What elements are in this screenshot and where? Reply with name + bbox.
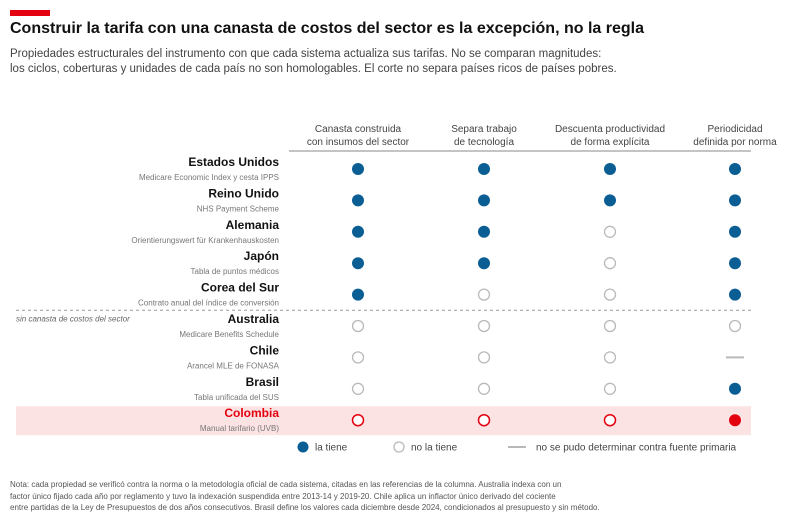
cell-colombia-col-4-filled-dot [729,414,741,427]
cell-colombia-col-1-empty-dot [351,413,365,427]
instrument-label-estados-unidos: Medicare Economic Index y cesta IPPS [139,173,279,182]
chart-subtitle: Propiedades estructurales del instrument… [10,47,617,77]
cell-japón-col-4-filled-dot [729,257,741,270]
country-label-estados-unidos: Estados Unidos [188,155,279,169]
accent-bar [10,10,50,16]
cell-alemania-col-3-empty-dot [603,225,617,238]
cell-brasil-col-1-empty-dot [351,382,365,395]
cell-reino-unido-col-2-filled-dot [478,194,490,207]
legend-label-no-la-tiene: no la tiene [411,443,458,454]
instrument-label-brasil: Tabla unificada del SUS [194,393,279,402]
cell-corea-del-sur-col-3-empty-dot [603,288,617,301]
footnote-line-2: factor único fijado cada año por reglame… [10,491,556,501]
highlight-band-colombia [16,406,751,436]
cell-alemania-col-4-filled-dot [729,225,741,238]
country-label-japón: Japón [244,249,279,263]
cell-corea-del-sur-col-2-empty-dot [477,288,491,301]
cell-chile-col-2-empty-dot [477,351,491,364]
column-header-4-line-2: definida por norma [693,137,777,148]
country-label-alemania: Alemania [226,218,280,232]
cell-alemania-col-2-filled-dot [478,225,490,238]
cell-corea-del-sur-col-4-filled-dot [729,288,741,301]
legend-label-no-determinado: no se pudo determinar contra fuente prim… [536,443,737,454]
cell-australia-col-2-empty-dot [477,319,491,333]
instrument-label-corea-del-sur: Contrato anual del índice de conversión [138,299,279,308]
cell-brasil-col-3-empty-dot [603,382,617,395]
footnote: Nota: cada propiedad se verificó contra … [10,479,750,514]
cell-corea-del-sur-col-1-filled-dot [352,288,364,301]
cell-estados-unidos-col-2-filled-dot [478,163,490,175]
subtitle-line-2: los ciclos, coberturas y unidades de cad… [10,63,617,75]
cell-australia-col-3-empty-dot [603,319,617,333]
cell-brasil-col-4-filled-dot [729,382,741,395]
instrument-label-australia: Medicare Benefits Schedule [179,330,279,339]
cell-australia-col-4-empty-dot [728,319,742,333]
separator-label: sin canasta de costos del sector [16,314,130,323]
country-label-brasil: Brasil [246,375,279,389]
column-header-2-line-1: Separa trabajo [451,124,517,135]
legend-empty-dot [393,441,405,453]
cell-japón-col-1-filled-dot [352,257,364,270]
country-label-chile: Chile [250,343,280,357]
subtitle-line-1: Propiedades estructurales del instrument… [10,48,602,60]
cell-reino-unido-col-3-filled-dot [604,194,616,207]
cell-estados-unidos-col-4-filled-dot [729,163,741,175]
cell-brasil-col-2-empty-dot [477,382,491,395]
cell-chile-col-3-empty-dot [603,351,617,364]
cell-colombia-col-3-empty-dot [603,413,617,427]
cell-australia-col-1-empty-dot [351,319,365,333]
column-header-1-line-1: Canasta construida [315,124,402,135]
column-header-3-line-1: Descuenta productividad [555,124,665,135]
instrument-label-reino-unido: NHS Payment Scheme [197,204,280,213]
instrument-label-japón: Tabla de puntos médicos [191,267,280,276]
country-label-colombia: Colombia [224,406,279,420]
column-header-1-line-2: con insumos del sector [307,137,410,148]
cell-estados-unidos-col-1-filled-dot [352,163,364,175]
column-header-2-line-2: de tecnología [454,137,514,148]
cell-japón-col-2-filled-dot [478,257,490,270]
instrument-label-colombia: Manual tarifario (UVB) [200,424,279,433]
legend-label-la-tiene: la tiene [315,443,348,454]
cell-alemania-col-1-filled-dot [352,225,364,238]
instrument-label-chile: Arancel MLE de FONASA [187,361,280,370]
footnote-line-3: entre partidas de la Ley de Presupuestos… [10,503,600,513]
legend-filled-dot [297,441,309,453]
cell-japón-col-3-empty-dot [603,257,617,270]
cell-estados-unidos-col-3-filled-dot [604,163,616,175]
instrument-label-alemania: Orientierungswert für Krankenhauskosten [131,236,279,245]
cell-reino-unido-col-1-filled-dot [352,194,364,207]
column-header-4-line-1: Periodicidad [707,124,762,135]
country-label-corea-del-sur: Corea del Sur [201,281,279,295]
chart-title: Construir la tarifa con una canasta de c… [10,20,644,37]
footnote-line-1: Nota: cada propiedad se verificó contra … [10,480,562,489]
country-label-reino-unido: Reino Unido [208,186,279,200]
cell-colombia-col-2-empty-dot [477,413,491,427]
cell-chile-col-1-empty-dot [351,351,365,364]
country-label-australia: Australia [228,312,280,326]
cell-reino-unido-col-4-filled-dot [729,194,741,207]
column-header-3-line-2: de forma explícita [571,137,650,148]
